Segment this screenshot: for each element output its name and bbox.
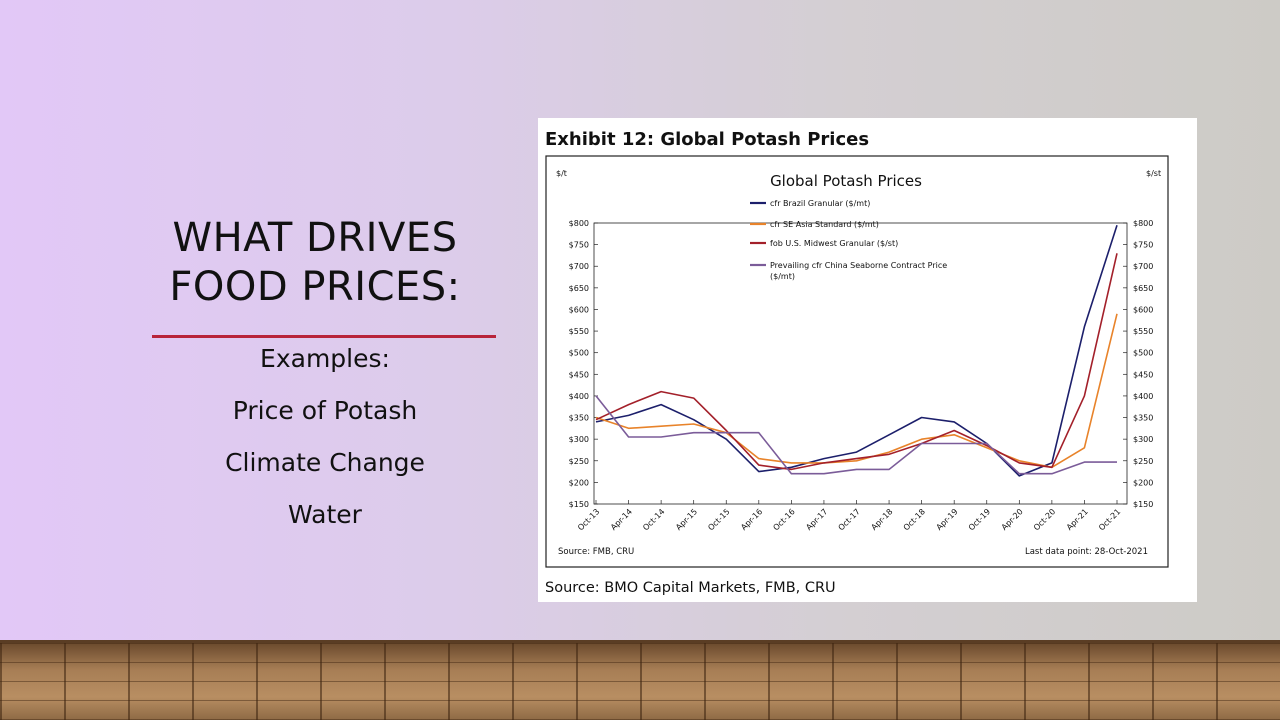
y-tick-right-label: $800 <box>1133 219 1153 228</box>
x-tick-label: Oct-15 <box>706 507 731 532</box>
legend: cfr Brazil Granular ($/mt) cfr SE Asia St… <box>750 199 947 281</box>
x-tick-label: Oct-21 <box>1097 507 1122 532</box>
legend-label-1: cfr Brazil Granular ($/mt) <box>770 199 870 208</box>
x-tick-label: Oct-20 <box>1032 507 1057 532</box>
x-tick-label: Oct-14 <box>641 507 666 532</box>
y-tick-right-label: $450 <box>1133 370 1153 379</box>
title-line-1: WHAT DRIVES <box>172 215 458 261</box>
x-tick-label: Oct-16 <box>771 507 796 532</box>
potash-chart: Exhibit 12: Global Potash Prices Global … <box>545 129 1169 596</box>
x-tick-label: Apr-21 <box>1065 507 1090 532</box>
legend-label-4: Prevailing cfr China Seaborne Contract P… <box>770 261 947 270</box>
wood-floor <box>0 643 1280 720</box>
y-tick-right-label: $600 <box>1133 305 1153 314</box>
y-tick-left-label: $800 <box>569 219 589 228</box>
y-tick-left-label: $200 <box>569 478 589 487</box>
x-tick-label: Oct-17 <box>837 507 862 532</box>
series-line-2 <box>595 313 1118 469</box>
legend-label-3: fob U.S. Midwest Granular ($/st) <box>770 239 898 248</box>
y-tick-right-label: $300 <box>1133 435 1153 444</box>
title-divider <box>152 335 496 338</box>
y-tick-left-label: $250 <box>569 457 589 466</box>
y-axis-right: $800 $750 $700 $650 $600 $550 $500 $450 $400 $350… <box>1123 219 1153 509</box>
y-tick-left-label: $550 <box>569 327 589 336</box>
y-tick-right-label: $400 <box>1133 392 1153 401</box>
y-tick-right-label: $350 <box>1133 414 1153 423</box>
y-tick-left-label: $150 <box>569 500 589 509</box>
example-potash: Price of Potash <box>232 396 418 425</box>
chart-source-note: Source: FMB, CRU <box>558 547 634 557</box>
x-tick-label: Oct-13 <box>576 507 601 532</box>
x-tick-label: Oct-19 <box>967 507 992 532</box>
examples-heading: Examples: <box>260 344 390 373</box>
y-tick-left-label: $500 <box>569 349 589 358</box>
y-tick-left-label: $700 <box>569 262 589 271</box>
chart-title: Global Potash Prices <box>770 172 922 190</box>
series-line-4 <box>595 395 1117 475</box>
x-tick-label: Apr-16 <box>739 507 764 532</box>
x-tick-label: Apr-18 <box>869 507 894 532</box>
y-tick-left-label: $600 <box>569 305 589 314</box>
y-axis-left: $800 $750 $700 $650 $600 $550 $500 $450 $400 $350… <box>569 219 598 509</box>
series-lines <box>595 224 1118 477</box>
y-tick-right-label: $200 <box>1133 478 1153 487</box>
y-tick-right-label: $550 <box>1133 327 1153 336</box>
x-axis: Oct-13 Apr-14 Oct-14 Apr-15 Oct-15 Apr-16 Oct-… <box>576 500 1122 532</box>
y-tick-left-label: $650 <box>569 284 589 293</box>
x-tick-label: Apr-20 <box>1000 507 1025 532</box>
y-tick-right-label: $500 <box>1133 349 1153 358</box>
y-tick-right-label: $750 <box>1133 241 1153 250</box>
series-line-3 <box>595 253 1118 471</box>
x-tick-label: Apr-17 <box>804 507 829 532</box>
legend-label-4-cont: ($/mt) <box>770 272 795 281</box>
x-tick-label: Oct-18 <box>902 507 927 532</box>
left-unit: $/t <box>556 169 567 178</box>
y-tick-right-label: $150 <box>1133 500 1153 509</box>
exhibit-source: Source: BMO Capital Markets, FMB, CRU <box>545 580 836 596</box>
legend-label-2: cfr SE Asia Standard ($/mt) <box>770 220 879 229</box>
y-tick-left-label: $450 <box>569 370 589 379</box>
y-tick-left-label: $300 <box>569 435 589 444</box>
plot-area <box>593 222 1128 505</box>
title-line-2: FOOD PRICES: <box>169 264 461 310</box>
x-tick-label: Apr-19 <box>935 507 960 532</box>
y-tick-left-label: $750 <box>569 241 589 250</box>
chart-frame <box>545 155 1169 568</box>
series-line-1 <box>595 224 1118 477</box>
y-tick-left-label: $400 <box>569 392 589 401</box>
exhibit-heading: Exhibit 12: Global Potash Prices <box>545 129 869 150</box>
y-tick-right-label: $650 <box>1133 284 1153 293</box>
x-tick-label: Apr-14 <box>609 507 634 532</box>
exhibit-panel: Exhibit 12: Global Potash Prices Global … <box>538 118 1197 602</box>
y-tick-right-label: $250 <box>1133 457 1153 466</box>
y-tick-right-label: $700 <box>1133 262 1153 271</box>
right-unit: $/st <box>1146 169 1161 178</box>
floor-edge <box>0 640 1280 644</box>
slide-title: WHAT DRIVES FOOD PRICES: <box>110 214 520 312</box>
example-water: Water <box>288 500 362 529</box>
y-tick-left-label: $350 <box>569 414 589 423</box>
example-climate: Climate Change <box>225 448 425 477</box>
x-tick-label: Apr-15 <box>674 507 699 532</box>
last-data-point-note: Last data point: 28-Oct-2021 <box>1025 547 1148 557</box>
